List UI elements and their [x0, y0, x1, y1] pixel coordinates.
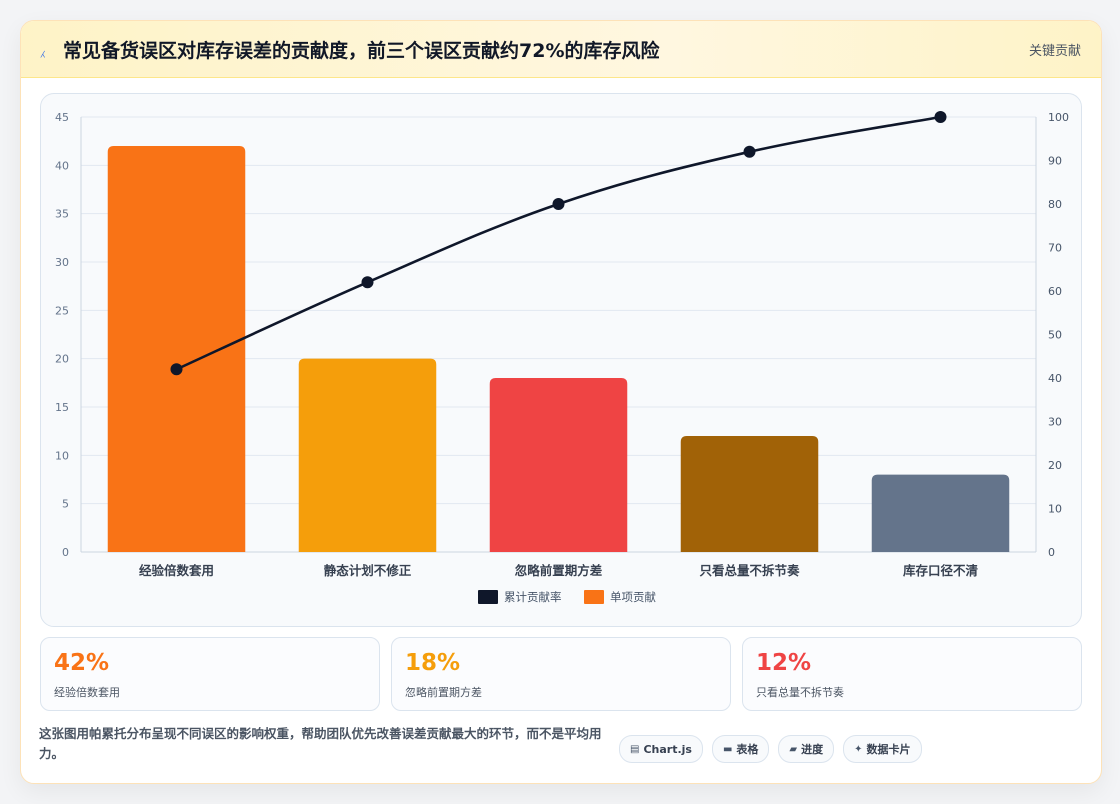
bar — [871, 474, 1010, 552]
cumulative-line — [175, 115, 941, 371]
title-group: ⁁ 常见备货误区对库存误差的贡献度，前三个误区贡献约72%的库存风险 — [41, 36, 659, 63]
data-card-icon: ✦ — [854, 743, 863, 755]
pareto-chart: 0 5 10 15 20 25 30 35 40 45 0 10 20 30 40 50 60 70 80 90 100… — [55, 111, 1069, 604]
table-icon: ▬ — [722, 743, 733, 755]
y2-tick-label: 30 — [1048, 416, 1062, 429]
y2-tick-label: 60 — [1048, 285, 1062, 298]
stat-value: 42% — [54, 650, 110, 676]
chart-panel: 0 5 10 15 20 25 30 35 40 45 0 10 20 30 40 50 60 70 80 90 100… — [40, 93, 1082, 627]
bar — [489, 378, 628, 552]
y-tick-label: 25 — [55, 304, 69, 317]
y-tick-label: 0 — [62, 546, 69, 559]
y2-tick-label: 70 — [1048, 242, 1062, 255]
cumulative-point — [552, 198, 565, 210]
bar — [107, 146, 246, 552]
x-tick-label: 忽略前置期方差 — [515, 563, 603, 578]
lightning-icon: ⁁ — [41, 42, 45, 58]
cumulative-point — [170, 363, 183, 376]
pill-table[interactable]: ▬ 表格 — [711, 735, 770, 763]
y-tick-label: 30 — [55, 256, 69, 269]
stat-card: 18% 忽略前置期方差 — [391, 637, 731, 711]
pill-label: 进度 — [801, 743, 824, 756]
cumulative-point — [361, 276, 374, 289]
pill-data-card[interactable]: ✦ 数据卡片 — [843, 735, 922, 763]
y-tick-label: 20 — [55, 353, 69, 366]
stat-value: 12% — [756, 650, 812, 676]
y2-tick-label: 10 — [1048, 503, 1062, 516]
pill-progress[interactable]: ▰ 进度 — [778, 735, 835, 763]
page-title: 常见备货误区对库存误差的贡献度，前三个误区贡献约72%的库存风险 — [63, 39, 660, 62]
x-tick-label: 静态计划不修正 — [324, 563, 412, 578]
y-tick-label: 5 — [62, 498, 69, 511]
cumulative-point — [934, 111, 947, 123]
x-tick-label: 只看总量不拆节奏 — [699, 563, 800, 578]
y2-tick-label: 90 — [1048, 155, 1062, 168]
legend-label: 累计贡献率 — [504, 590, 562, 604]
y-tick-label: 40 — [55, 159, 69, 172]
card-header: ⁁ 常见备货误区对库存误差的贡献度，前三个误区贡献约72%的库存风险 关键贡献 — [21, 21, 1101, 78]
key-contribution-tag: 关键贡献 — [1028, 43, 1081, 59]
stat-cards: 42% 经验倍数套用 18% 忽略前置期方差 12% 只看总量不拆节奏 — [40, 637, 1082, 711]
stat-value: 18% — [405, 650, 461, 676]
stat-label: 忽略前置期方差 — [405, 686, 482, 699]
x-tick-label: 库存口径不清 — [903, 563, 979, 578]
y2-tick-label: 100 — [1048, 111, 1069, 124]
y2-tick-label: 50 — [1048, 329, 1062, 342]
y-tick-label: 15 — [55, 401, 69, 414]
legend-swatch — [478, 590, 498, 604]
footer-note: 这张图用帕累托分布呈现不同误区的影响权重，帮助团队优先改善误差贡献最大的环节，而… — [39, 726, 602, 761]
y-tick-label: 10 — [55, 449, 69, 462]
y-tick-label: 35 — [55, 208, 69, 221]
y2-tick-label: 0 — [1048, 546, 1055, 559]
report-card: ⁁ 常见备货误区对库存误差的贡献度，前三个误区贡献约72%的库存风险 关键贡献 … — [20, 20, 1102, 784]
y2-tick-label: 20 — [1048, 459, 1062, 472]
pill-label: 数据卡片 — [866, 743, 911, 756]
tech-pills: ▤ Chart.js ▬ 表格 ▰ 进度 ✦ 数据卡片 — [619, 735, 922, 763]
legend-label: 单项贡献 — [610, 590, 656, 604]
pill-chartjs[interactable]: ▤ Chart.js — [619, 735, 703, 763]
y2-tick-label: 80 — [1048, 198, 1062, 211]
bar — [680, 436, 819, 552]
y-tick-label: 45 — [55, 111, 69, 124]
chart-icon: ▤ — [630, 743, 640, 755]
cumulative-point — [743, 145, 756, 158]
stat-label: 只看总量不拆节奏 — [756, 686, 844, 699]
legend-swatch — [584, 590, 604, 604]
stat-label: 经验倍数套用 — [54, 686, 120, 699]
progress-icon: ▰ — [789, 743, 798, 755]
y2-tick-label: 40 — [1048, 372, 1062, 385]
bar — [298, 358, 437, 552]
pill-label: 表格 — [736, 743, 759, 756]
x-tick-label: 经验倍数套用 — [139, 563, 214, 578]
pill-label: Chart.js — [643, 742, 692, 756]
stat-card: 12% 只看总量不拆节奏 — [742, 637, 1082, 711]
stat-card: 42% 经验倍数套用 — [40, 637, 380, 711]
